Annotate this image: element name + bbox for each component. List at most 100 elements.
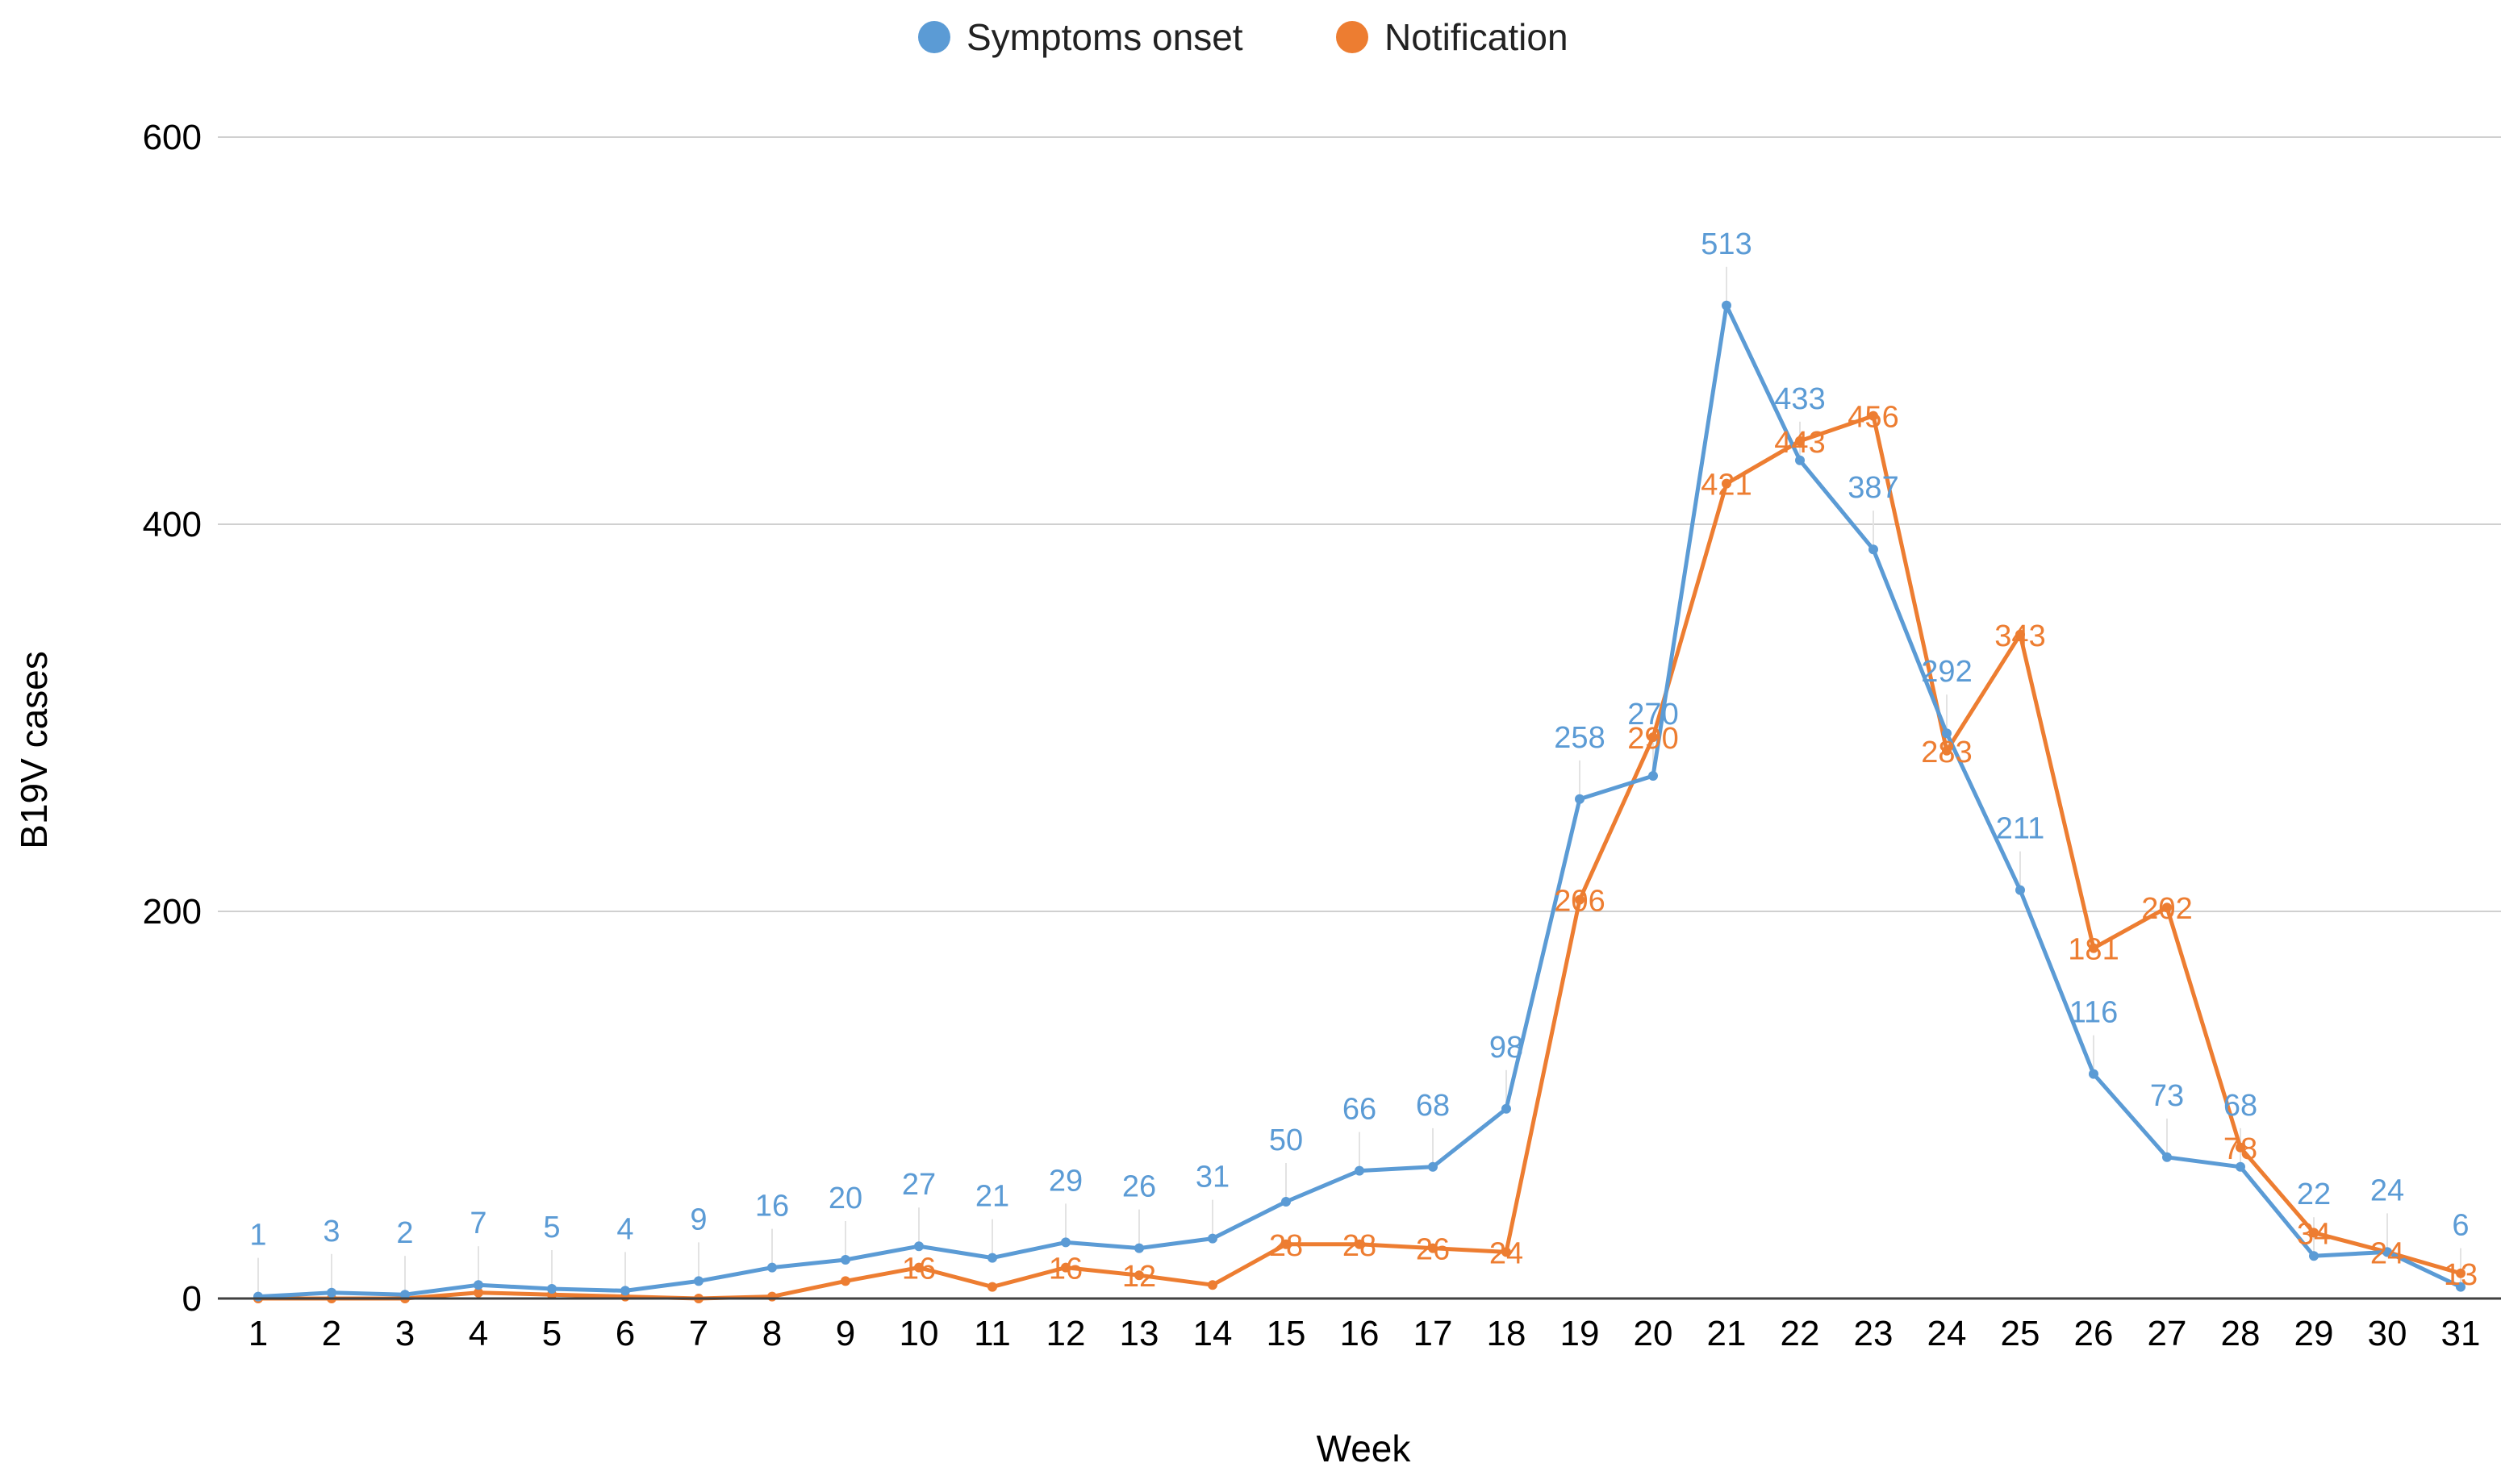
- data-point-symptoms-onset: [2309, 1251, 2319, 1261]
- data-point-symptoms-onset: [1648, 771, 1658, 781]
- data-label-notification: 206: [1554, 885, 1605, 919]
- data-point-notification: [1795, 436, 1805, 446]
- data-label-symptoms-onset: 50: [1269, 1123, 1303, 1157]
- data-label-symptoms-onset: 68: [1416, 1089, 1450, 1123]
- data-label-symptoms-onset: 27: [902, 1168, 936, 1202]
- data-point-symptoms-onset: [474, 1280, 483, 1290]
- data-label-symptoms-onset: 26: [1122, 1170, 1156, 1204]
- data-point-notification: [1061, 1262, 1071, 1273]
- x-tick-label: 3: [395, 1314, 415, 1353]
- data-label-symptoms-onset: 5: [543, 1211, 560, 1244]
- data-label-symptoms-onset: 387: [1848, 471, 1898, 505]
- data-label-symptoms-onset: 9: [690, 1203, 707, 1236]
- data-point-notification: [2162, 902, 2172, 913]
- data-point-symptoms-onset: [1501, 1103, 1511, 1114]
- x-tick-label: 17: [1413, 1314, 1453, 1353]
- data-point-symptoms-onset: [2236, 1161, 2245, 1172]
- data-point-notification: [2309, 1228, 2319, 1238]
- data-point-symptoms-onset: [2089, 1069, 2098, 1079]
- legend-label-symptoms-onset: Symptoms onset: [967, 16, 1243, 58]
- data-point-notification: [1648, 732, 1658, 742]
- data-label-symptoms-onset: 66: [1342, 1093, 1376, 1127]
- data-point-notification: [2015, 629, 2025, 640]
- data-label-notification: 16: [902, 1253, 936, 1286]
- legend-marker-notification: [1336, 21, 1368, 53]
- data-point-notification: [474, 1287, 483, 1298]
- data-label-notification: 283: [1921, 736, 1972, 769]
- data-point-symptoms-onset: [2456, 1282, 2466, 1292]
- x-tick-label: 13: [1120, 1314, 1159, 1353]
- data-label-notification: 290: [1627, 722, 1678, 756]
- data-label-symptoms-onset: 68: [2223, 1089, 2257, 1123]
- x-tick-label: 23: [1854, 1314, 1893, 1353]
- x-tick-label: 22: [1781, 1314, 1820, 1353]
- data-point-notification: [1281, 1239, 1291, 1249]
- data-point-notification: [914, 1262, 924, 1273]
- data-point-symptoms-onset: [1942, 728, 1952, 739]
- legend-marker-symptoms-onset: [918, 21, 950, 53]
- data-point-symptoms-onset: [400, 1290, 410, 1300]
- data-point-symptoms-onset: [620, 1286, 630, 1296]
- legend-label-notification: Notification: [1384, 16, 1568, 58]
- data-label-symptoms-onset: 292: [1921, 655, 1972, 689]
- data-label-notification: 24: [2370, 1236, 2404, 1270]
- data-point-notification: [1942, 745, 1952, 756]
- x-tick-label: 24: [1927, 1314, 1967, 1353]
- x-tick-label: 10: [900, 1314, 939, 1353]
- x-axis-title: Week: [1317, 1428, 1412, 1469]
- data-label-symptoms-onset: 258: [1554, 721, 1605, 755]
- data-label-symptoms-onset: 29: [1049, 1164, 1083, 1198]
- data-label-notification: 28: [1342, 1229, 1376, 1263]
- x-tick-label: 8: [762, 1314, 782, 1353]
- data-point-symptoms-onset: [1722, 300, 1731, 311]
- data-label-symptoms-onset: 20: [829, 1182, 862, 1215]
- data-label-notification: 456: [1848, 401, 1898, 435]
- data-label-notification: 13: [2444, 1258, 2478, 1292]
- data-label-notification: 28: [1269, 1229, 1303, 1263]
- data-point-notification: [1722, 478, 1731, 489]
- x-tick-label: 6: [616, 1314, 635, 1353]
- data-point-notification: [2089, 943, 2098, 953]
- data-point-symptoms-onset: [767, 1262, 777, 1273]
- data-point-symptoms-onset: [1868, 544, 1878, 555]
- data-point-symptoms-onset: [914, 1241, 924, 1252]
- data-point-notification: [2236, 1142, 2245, 1153]
- y-tick-label: 600: [143, 118, 202, 157]
- data-label-symptoms-onset: 270: [1627, 698, 1678, 732]
- data-label-symptoms-onset: 116: [2069, 996, 2119, 1030]
- data-label-symptoms-onset: 7: [470, 1207, 486, 1240]
- data-label-notification: 202: [2141, 892, 2192, 926]
- data-point-symptoms-onset: [2162, 1152, 2172, 1162]
- x-tick-label: 18: [1487, 1314, 1526, 1353]
- data-point-notification: [987, 1282, 997, 1292]
- x-tick-label: 26: [2074, 1314, 2114, 1353]
- data-point-symptoms-onset: [253, 1291, 263, 1302]
- data-point-symptoms-onset: [1575, 794, 1585, 804]
- x-tick-label: 11: [974, 1314, 1011, 1353]
- data-point-symptoms-onset: [1795, 455, 1805, 465]
- legend: Symptoms onset Notification: [918, 16, 1568, 58]
- data-point-symptoms-onset: [2382, 1247, 2392, 1257]
- data-point-symptoms-onset: [1428, 1161, 1438, 1172]
- x-tick-label: 25: [2001, 1314, 2040, 1353]
- data-point-notification: [841, 1276, 850, 1286]
- data-point-symptoms-onset: [1134, 1243, 1144, 1253]
- label-leader-lines: [257, 266, 2461, 1294]
- data-label-symptoms-onset: 6: [2452, 1209, 2469, 1243]
- y-axis-title: B19V cases: [13, 651, 55, 848]
- data-point-symptoms-onset: [1061, 1237, 1071, 1248]
- x-tick-label: 21: [1707, 1314, 1747, 1353]
- x-tick-label: 20: [1634, 1314, 1673, 1353]
- y-tick-label: 200: [143, 892, 202, 932]
- x-tick-label: 31: [2441, 1314, 2481, 1353]
- data-label-notification: 443: [1774, 426, 1825, 460]
- x-tick-label: 1: [248, 1314, 268, 1353]
- data-label-symptoms-onset: 211: [1996, 812, 2045, 846]
- y-tick-label: 0: [182, 1279, 202, 1319]
- data-point-symptoms-onset: [1208, 1233, 1217, 1244]
- data-label-notification: 78: [2223, 1132, 2257, 1166]
